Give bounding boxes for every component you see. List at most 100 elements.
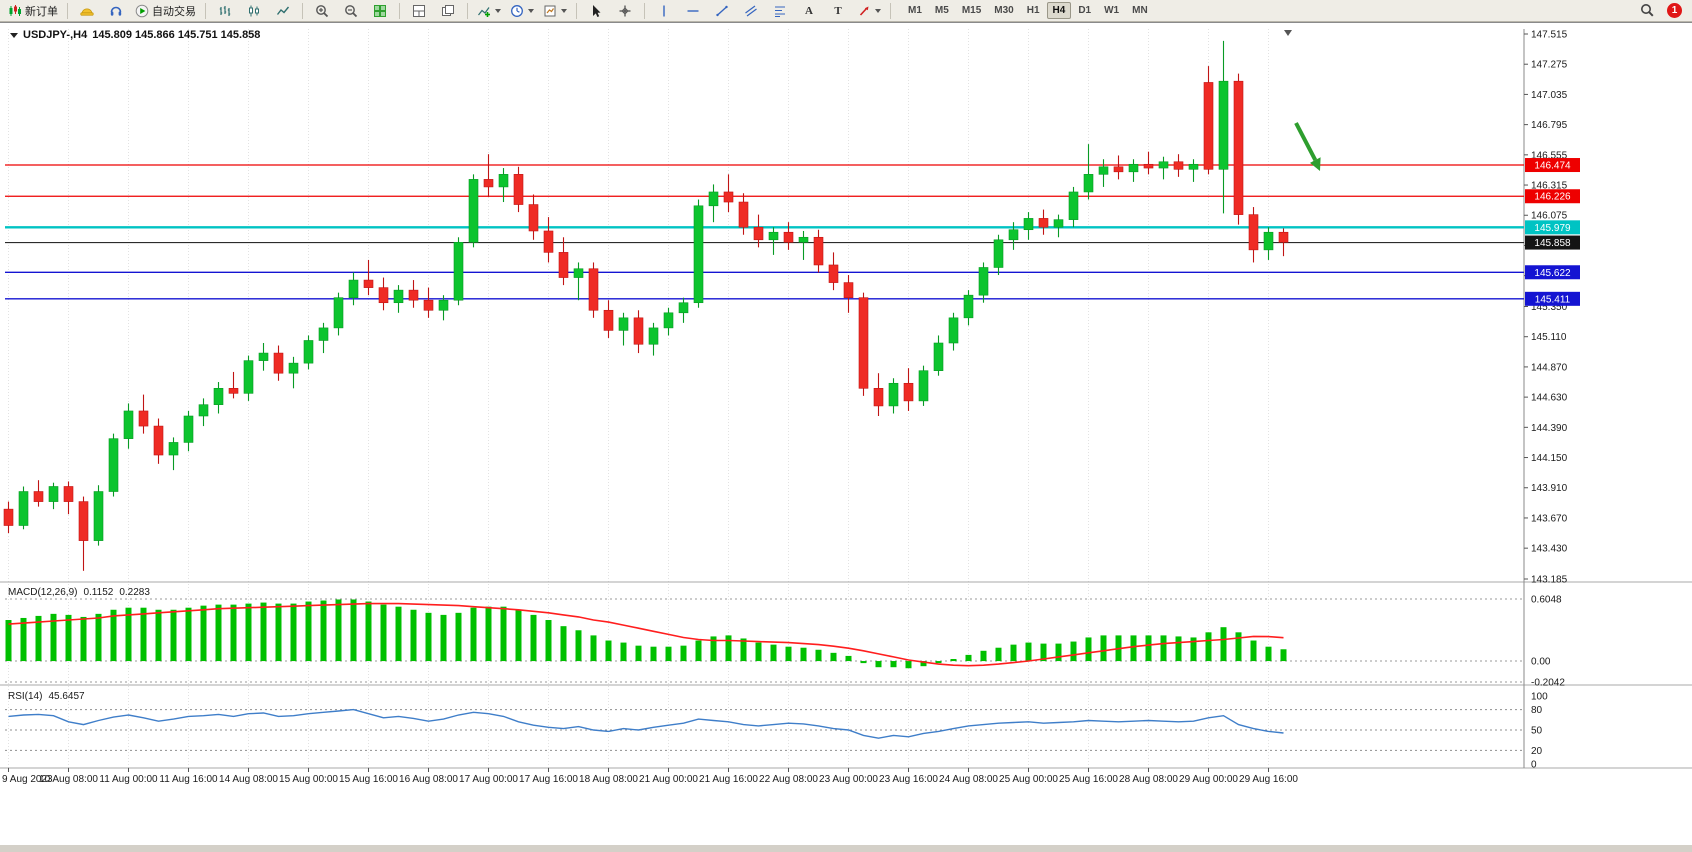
svg-text:143.185: 143.185: [1531, 575, 1568, 586]
horizontal-price-lines[interactable]: [5, 164, 1524, 300]
chart-shift-marker[interactable]: [1284, 30, 1292, 36]
text-button[interactable]: A: [795, 1, 823, 21]
svg-text:25 Aug 00:00: 25 Aug 00:00: [999, 774, 1058, 785]
svg-text:146.075: 146.075: [1531, 211, 1568, 222]
svg-text:15 Aug 16:00: 15 Aug 16:00: [339, 774, 398, 785]
candle-chart-button[interactable]: [240, 1, 268, 21]
svg-text:80: 80: [1531, 705, 1543, 716]
toolbar-separator: [205, 2, 206, 19]
headset-icon: [110, 6, 122, 16]
svg-text:23 Aug 00:00: 23 Aug 00:00: [819, 774, 878, 785]
indicators-button[interactable]: [473, 1, 505, 21]
auto-trading-button[interactable]: 自动交易: [131, 1, 200, 21]
horizontal-line-button[interactable]: [679, 1, 707, 21]
chart-window: 147.515 147.275 147.035 146.795 146.555 146.3…: [0, 22, 1692, 852]
text-tool-icon: A: [805, 4, 813, 17]
svg-text:146.315: 146.315: [1531, 181, 1568, 192]
bottom-strip: [0, 845, 1692, 852]
green-arrow-annotation[interactable]: [1294, 122, 1321, 171]
search-icon: [1640, 4, 1654, 17]
chevron-down-icon: [561, 8, 567, 13]
rsi-panel: 100 80 50 20 0: [5, 692, 1548, 771]
zoom-in-icon: [316, 4, 329, 17]
svg-text:147.035: 147.035: [1531, 90, 1568, 101]
label-tool-icon: T: [834, 4, 842, 17]
tile-windows-button[interactable]: [366, 1, 394, 21]
svg-text:11 Aug 00:00: 11 Aug 00:00: [99, 774, 158, 785]
svg-text:0: 0: [1531, 760, 1537, 771]
svg-text:16 Aug 08:00: 16 Aug 08:00: [399, 774, 458, 785]
crosshair-button[interactable]: [611, 1, 639, 21]
timeframe-m30-button[interactable]: M30: [994, 5, 1014, 16]
svg-text:144.390: 144.390: [1531, 423, 1568, 434]
timeframe-w1-button[interactable]: W1: [1104, 5, 1120, 16]
trendline-button[interactable]: [708, 1, 736, 21]
clock-icon: [511, 4, 523, 17]
chart-title: USDJPY-,H4 145.809 145.866 145.751 145.8…: [10, 29, 260, 41]
timeframe-group: M1 M5 M15 M30 H1 H4 D1 W1 MN: [902, 2, 1154, 19]
timeframe-m15-button[interactable]: M15: [961, 5, 982, 16]
cursor-button[interactable]: [582, 1, 610, 21]
zoom-in-button[interactable]: [308, 1, 336, 21]
search-button[interactable]: [1633, 1, 1661, 21]
market-button[interactable]: [102, 1, 130, 21]
symbol-period-label: USDJPY-,H4: [23, 29, 88, 41]
toolbar-separator: [644, 2, 645, 19]
trendline-icon: [716, 5, 728, 16]
svg-text:14 Aug 08:00: 14 Aug 08:00: [219, 774, 278, 785]
svg-text:25 Aug 16:00: 25 Aug 16:00: [1059, 774, 1118, 785]
rsi-name: RSI(14): [8, 691, 43, 702]
text-label-button[interactable]: T: [824, 1, 852, 21]
timeframe-h1-button[interactable]: H1: [1026, 5, 1040, 16]
cascade-windows-icon: [442, 4, 454, 16]
line-chart-button[interactable]: [269, 1, 297, 21]
arrange-windows-button[interactable]: [405, 1, 433, 21]
templates-button[interactable]: [539, 1, 571, 21]
fibonacci-button[interactable]: [766, 1, 794, 21]
new-order-label: 新订单: [25, 5, 58, 18]
arrange-windows-icon: [413, 4, 425, 17]
periods-button[interactable]: [506, 1, 538, 21]
zoom-out-button[interactable]: [337, 1, 365, 21]
svg-text:145.350: 145.350: [1531, 302, 1568, 313]
ohlc-values: 145.809 145.866 145.751 145.858: [92, 29, 261, 41]
chevron-down-icon: [495, 8, 501, 13]
timeframe-h4-button[interactable]: H4: [1046, 2, 1072, 19]
vertical-line-button[interactable]: [650, 1, 678, 21]
svg-text:145.858: 145.858: [1534, 238, 1571, 249]
cascade-windows-button[interactable]: [434, 1, 462, 21]
mql5-services-button[interactable]: [73, 1, 101, 21]
zoom-out-icon: [345, 4, 358, 17]
auto-trading-label: 自动交易: [152, 5, 196, 18]
arrow-tool-icon: [859, 6, 869, 16]
template-icon: [544, 5, 556, 16]
arrows-button[interactable]: [853, 1, 885, 21]
new-order-button[interactable]: 新订单: [4, 1, 62, 21]
notification-badge[interactable]: 1: [1667, 3, 1682, 18]
timeframe-mn-button[interactable]: MN: [1132, 5, 1148, 16]
line-chart-icon: [276, 6, 290, 15]
play-icon: [135, 4, 149, 17]
timeframe-m1-button[interactable]: M1: [908, 5, 922, 16]
bar-chart-button[interactable]: [211, 1, 239, 21]
candle-chart-icon: [249, 5, 259, 16]
svg-text:17 Aug 00:00: 17 Aug 00:00: [459, 774, 518, 785]
chevron-down-icon: [875, 8, 881, 13]
timeframe-d1-button[interactable]: D1: [1078, 5, 1092, 16]
timeframe-m5-button[interactable]: M5: [934, 5, 949, 16]
symbol-dropdown-icon[interactable]: [10, 32, 18, 38]
channel-button[interactable]: [737, 1, 765, 21]
svg-text:146.795: 146.795: [1531, 120, 1568, 131]
svg-text:143.670: 143.670: [1531, 513, 1568, 524]
svg-text:146.555: 146.555: [1531, 150, 1568, 161]
svg-text:20: 20: [1531, 746, 1543, 757]
svg-text:146.226: 146.226: [1534, 192, 1571, 203]
svg-text:29 Aug 00:00: 29 Aug 00:00: [1179, 774, 1238, 785]
svg-text:15 Aug 00:00: 15 Aug 00:00: [279, 774, 338, 785]
rsi-value: 45.6457: [48, 691, 85, 702]
svg-text:9 Aug 2023: 9 Aug 2023: [2, 774, 53, 785]
svg-text:11 Aug 16:00: 11 Aug 16:00: [159, 774, 218, 785]
svg-text:100: 100: [1531, 692, 1548, 703]
svg-text:0.6048: 0.6048: [1531, 595, 1562, 606]
